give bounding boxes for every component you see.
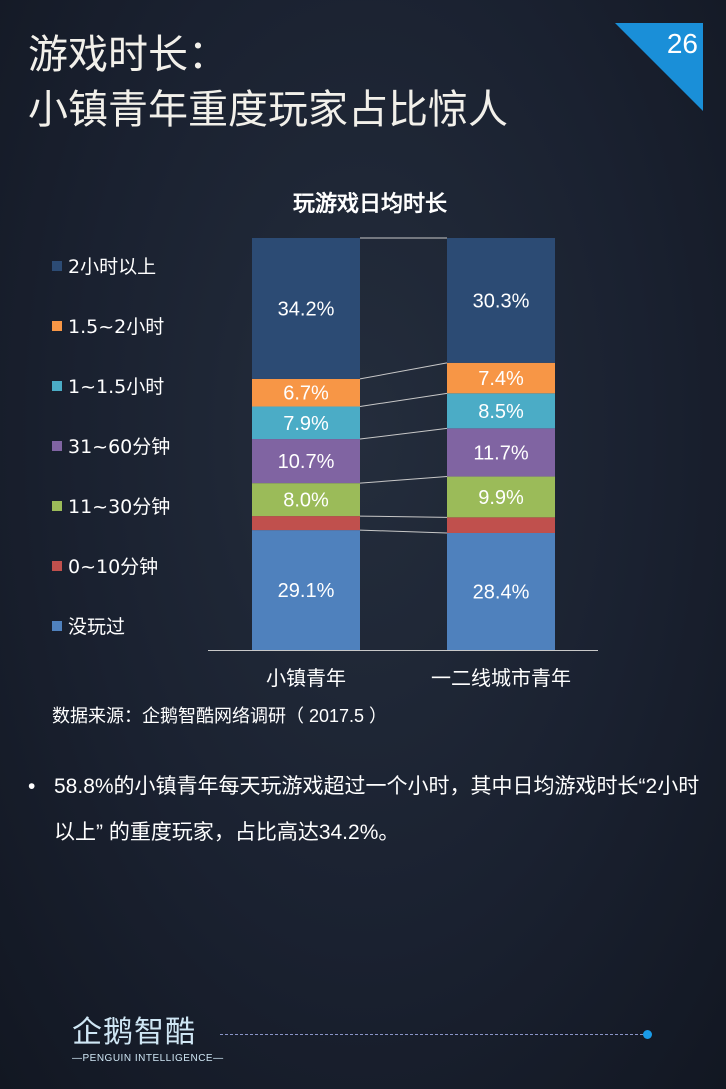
series-connector bbox=[359, 476, 448, 484]
bar-segment bbox=[447, 476, 555, 518]
data-label: 7.9% bbox=[283, 413, 329, 435]
category-label: 小镇青年 bbox=[266, 666, 346, 690]
legend-swatch bbox=[52, 621, 62, 631]
bar-segment bbox=[447, 517, 555, 533]
logo-subtitle: —PENGUIN INTELLIGENCE— bbox=[72, 1053, 224, 1064]
legend-swatch bbox=[52, 501, 62, 511]
chart-title: 玩游戏日均时长 bbox=[292, 192, 447, 217]
legend-label: 1~1.5小时 bbox=[68, 376, 164, 398]
data-label: 28.4% bbox=[473, 581, 530, 603]
series-connector bbox=[359, 529, 448, 534]
data-label: 8.5% bbox=[478, 401, 524, 423]
data-label: 30.3% bbox=[473, 290, 530, 312]
bar-segment bbox=[447, 428, 555, 477]
data-label: 11.7% bbox=[473, 442, 528, 464]
legend-label: 没玩过 bbox=[68, 616, 125, 638]
footer-divider bbox=[220, 1034, 648, 1035]
series-connector bbox=[359, 362, 448, 380]
data-label: 29.1% bbox=[278, 580, 335, 602]
legend-label: 0~10分钟 bbox=[68, 556, 158, 578]
bar-segment bbox=[252, 406, 360, 440]
data-source: 数据来源：企鹅智酷网络调研（ 2017.5 ） bbox=[52, 706, 388, 726]
page-number: 26 bbox=[666, 28, 698, 59]
legend-swatch bbox=[52, 381, 62, 391]
data-label: 6.7% bbox=[283, 383, 329, 405]
bar-segment bbox=[252, 439, 360, 484]
page-number-badge bbox=[615, 23, 703, 111]
legend-label: 11~30分钟 bbox=[68, 496, 170, 518]
bar-segment bbox=[252, 483, 360, 517]
legend-swatch bbox=[52, 261, 62, 271]
series-connector bbox=[359, 515, 448, 518]
legend-label: 2小时以上 bbox=[68, 256, 156, 278]
stacked-bar-chart: 29.1% 8.0% 10.7% 7.9% 6.7% 34.2% 小镇青年 28.4% 9.9%… bbox=[52, 237, 598, 690]
logo-text: 企鹅智酷 bbox=[72, 1015, 196, 1050]
data-label: 9.9% bbox=[478, 487, 524, 509]
title-line-1: 游戏时长： bbox=[28, 32, 228, 78]
logo: 企鹅智酷 —PENGUIN INTELLIGENCE— bbox=[72, 1007, 224, 1064]
bar-segment bbox=[447, 238, 555, 363]
bullet-point: • 58.8%的小镇青年每天玩游戏超过一个小时，其中日均游戏时长“2小时以上” … bbox=[28, 764, 708, 856]
series-connector bbox=[359, 427, 448, 440]
page-title: 游戏时长： 小镇青年重度玩家占比惊人 bbox=[28, 28, 508, 138]
legend-label: 1.5~2小时 bbox=[68, 316, 164, 338]
data-label: 34.2% bbox=[278, 298, 335, 320]
bar-segment bbox=[447, 362, 555, 394]
bar-segment bbox=[252, 530, 360, 650]
bullet-symbol: • bbox=[28, 775, 36, 798]
legend-swatch bbox=[52, 561, 62, 571]
legend-swatch bbox=[52, 321, 62, 331]
bar-segment bbox=[252, 516, 360, 531]
legend-swatch bbox=[52, 441, 62, 451]
footer-dot bbox=[643, 1030, 652, 1039]
bar-segment bbox=[447, 393, 555, 429]
data-label: 8.0% bbox=[283, 490, 329, 512]
category-label: 一二线城市青年 bbox=[431, 666, 571, 690]
title-line-2: 小镇青年重度玩家占比惊人 bbox=[28, 87, 508, 133]
data-label: 7.4% bbox=[478, 368, 524, 390]
data-label: 10.7% bbox=[278, 451, 335, 473]
bullet-text: 58.8%的小镇青年每天玩游戏超过一个小时，其中日均游戏时长“2小时以上” 的重… bbox=[54, 775, 700, 844]
bar-segment bbox=[447, 532, 555, 650]
bar-segment bbox=[252, 378, 360, 407]
series-connector bbox=[359, 392, 448, 408]
legend-label: 31~60分钟 bbox=[68, 436, 170, 458]
bar-segment bbox=[252, 238, 360, 379]
